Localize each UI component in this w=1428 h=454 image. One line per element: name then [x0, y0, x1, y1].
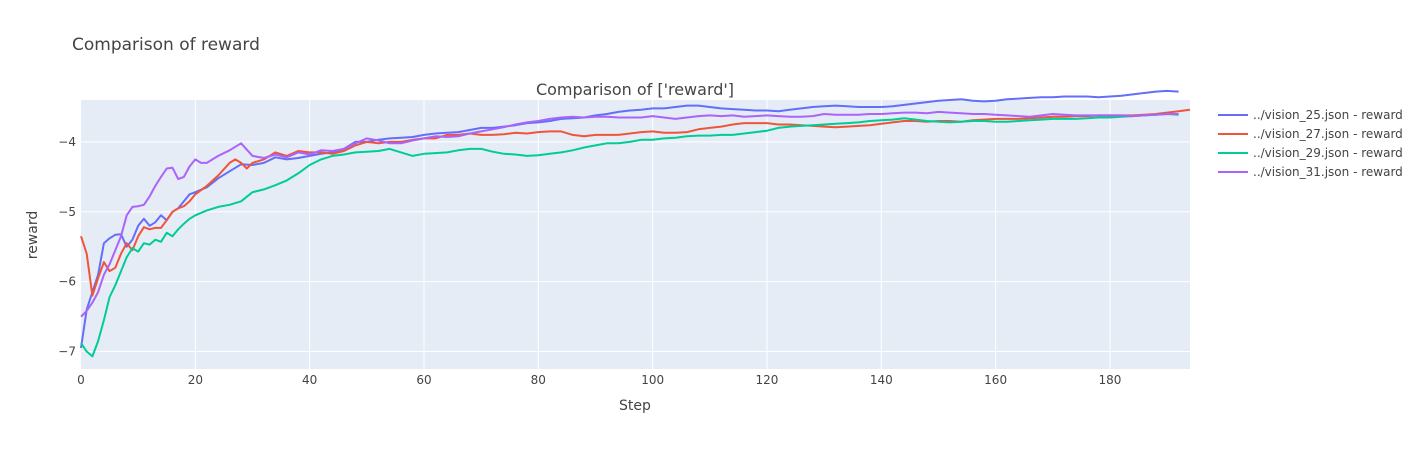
y-tick-label: −5 — [58, 205, 76, 219]
x-tick-label: 140 — [870, 373, 893, 387]
legend-item[interactable]: ../vision_29.json - reward — [1218, 146, 1403, 160]
series-line-1 — [80, 89, 1179, 349]
legend-label: ../vision_31.json - reward — [1253, 165, 1403, 179]
legend-item[interactable]: ../vision_31.json - reward — [1218, 165, 1403, 179]
legend-label: ../vision_27.json - reward — [1253, 127, 1403, 141]
legend-label: ../vision_29.json - reward — [1253, 146, 1403, 160]
x-tick-label: 0 — [77, 373, 85, 387]
series-line-2 — [80, 108, 1191, 297]
series-line-3 — [80, 113, 1179, 358]
series-line-4 — [80, 110, 1179, 318]
y-tick-label: −7 — [58, 345, 76, 359]
x-tick-label: 120 — [756, 373, 779, 387]
y-axis-label: reward — [25, 211, 41, 260]
x-tick-label: 160 — [984, 373, 1007, 387]
x-tick-label: 40 — [302, 373, 317, 387]
x-tick-label: 180 — [1099, 373, 1122, 387]
legend: ../vision_25.json - reward ../vision_27.j… — [1218, 108, 1403, 179]
legend-item[interactable]: ../vision_27.json - reward — [1218, 127, 1403, 141]
legend-label: ../vision_25.json - reward — [1253, 108, 1403, 122]
chart-title: Comparison of ['reward'] — [536, 80, 734, 99]
y-tick-label: −6 — [58, 275, 76, 289]
x-tick-label: 60 — [416, 373, 431, 387]
x-tick-label: 100 — [641, 373, 664, 387]
legend-item[interactable]: ../vision_25.json - reward — [1218, 108, 1403, 122]
plot-area — [81, 100, 1190, 369]
figure-title: Comparison of reward — [72, 35, 260, 55]
y-tick-label: −4 — [58, 135, 76, 149]
series-lines — [80, 89, 1191, 358]
grid-lines — [81, 100, 1190, 369]
x-tick-label: 80 — [531, 373, 546, 387]
axis-ticks: 0 20 40 60 80 100 120 140 160 180 −7 −6 −5 −4 — [58, 135, 1121, 387]
x-axis-label: Step — [619, 398, 651, 414]
x-tick-label: 20 — [188, 373, 203, 387]
